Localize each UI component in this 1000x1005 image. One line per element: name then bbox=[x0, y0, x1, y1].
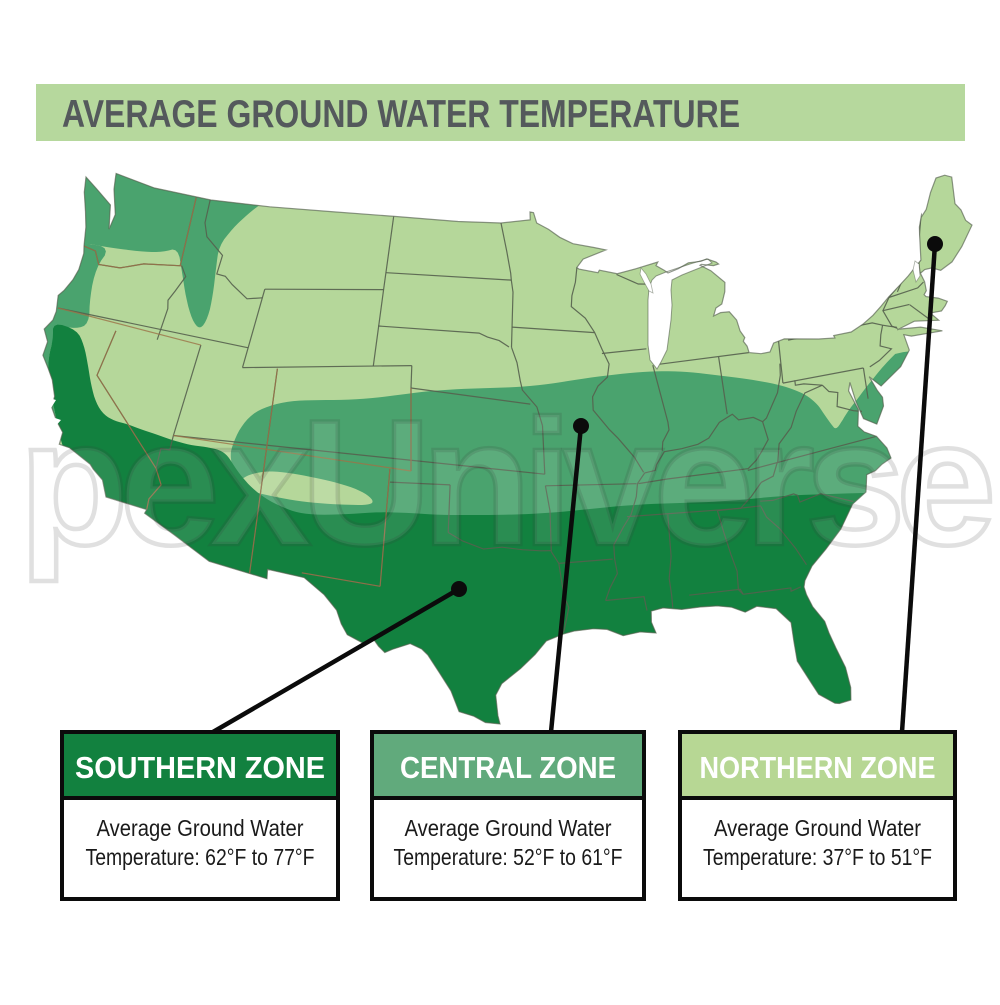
svg-text:SOUTHERN ZONE: SOUTHERN ZONE bbox=[75, 750, 325, 785]
svg-text:Average Ground Water: Average Ground Water bbox=[405, 815, 612, 841]
svg-text:AVERAGE GROUND WATER TEMPERATU: AVERAGE GROUND WATER TEMPERATURE bbox=[62, 93, 740, 136]
svg-text:NORTHERN ZONE: NORTHERN ZONE bbox=[700, 750, 936, 785]
svg-text:CENTRAL ZONE: CENTRAL ZONE bbox=[400, 750, 616, 785]
svg-text:Temperature: 37°F to 51°F: Temperature: 37°F to 51°F bbox=[703, 844, 932, 870]
svg-text:Average Ground Water: Average Ground Water bbox=[714, 815, 921, 841]
svg-text:Average Ground Water: Average Ground Water bbox=[97, 815, 304, 841]
svg-text:Temperature: 52°F to 61°F: Temperature: 52°F to 61°F bbox=[394, 844, 623, 870]
svg-text:pexUniverse: pexUniverse bbox=[19, 383, 990, 582]
svg-text:Temperature: 62°F to 77°F: Temperature: 62°F to 77°F bbox=[86, 844, 315, 870]
